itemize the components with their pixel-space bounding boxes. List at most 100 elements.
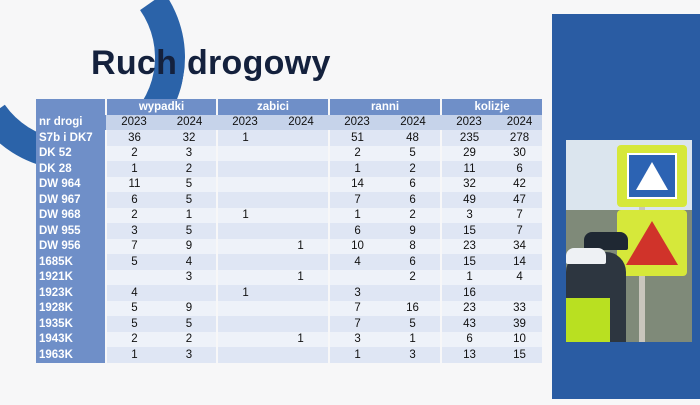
value-cell: 3 xyxy=(162,145,218,161)
value-cell xyxy=(105,269,162,285)
value-cell xyxy=(273,254,330,270)
road-name-cell: 1943K xyxy=(36,331,106,347)
road-name-cell: DK 28 xyxy=(36,161,106,177)
value-cell: 36 xyxy=(105,130,162,146)
value-cell: 3 xyxy=(162,347,218,363)
value-cell: 6 xyxy=(440,331,498,347)
children-warning-sign-icon xyxy=(617,210,687,276)
value-cell xyxy=(216,223,274,239)
value-cell: 278 xyxy=(497,130,543,146)
value-cell: 43 xyxy=(440,316,498,332)
table-row: DW 968 2 1 1 1 2 3 7 xyxy=(36,207,543,223)
road-name-cell: S7b i DK7 xyxy=(36,130,106,146)
value-cell: 235 xyxy=(440,130,498,146)
value-cell: 29 xyxy=(440,145,498,161)
value-cell: 5 xyxy=(162,176,218,192)
value-cell: 15 xyxy=(440,223,498,239)
value-cell xyxy=(273,347,330,363)
value-cell: 2 xyxy=(162,331,218,347)
value-cell: 7 xyxy=(105,238,162,254)
value-cell: 32 xyxy=(440,176,498,192)
table-row: 1928K 5 9 7 16 23 33 xyxy=(36,300,543,316)
row-header-label: nr drogi xyxy=(36,114,106,130)
value-cell: 1 xyxy=(162,207,218,223)
value-cell: 7 xyxy=(328,192,386,208)
traffic-table: wypadki zabici ranni kolizje nr drogi 20… xyxy=(36,99,543,363)
value-cell xyxy=(273,161,330,177)
road-name-cell: DK 52 xyxy=(36,145,106,161)
value-cell xyxy=(273,207,330,223)
table-row: DK 52 2 3 2 5 29 30 xyxy=(36,145,543,161)
value-cell: 33 xyxy=(497,300,543,316)
table-row: 1685K 5 4 4 6 15 14 xyxy=(36,254,543,270)
value-cell: 10 xyxy=(497,331,543,347)
road-name-cell: DW 964 xyxy=(36,176,106,192)
value-cell: 15 xyxy=(497,347,543,363)
road-name-cell: 1928K xyxy=(36,300,106,316)
value-cell: 48 xyxy=(385,130,442,146)
value-cell: 23 xyxy=(440,238,498,254)
value-cell: 1 xyxy=(216,130,274,146)
value-cell: 5 xyxy=(385,316,442,332)
value-cell: 1 xyxy=(105,161,162,177)
value-cell xyxy=(216,145,274,161)
group-ranni: ranni xyxy=(328,99,442,115)
value-cell: 2 xyxy=(385,269,442,285)
value-cell: 7 xyxy=(497,207,543,223)
value-cell: 9 xyxy=(162,300,218,316)
value-cell xyxy=(216,347,274,363)
value-cell xyxy=(216,331,274,347)
value-cell: 49 xyxy=(440,192,498,208)
value-cell: 23 xyxy=(440,300,498,316)
group-kolizje: kolizje xyxy=(440,99,543,115)
value-cell: 6 xyxy=(328,223,386,239)
value-cell xyxy=(216,192,274,208)
year-header: 2024 xyxy=(385,114,442,130)
table-row: DW 956 7 9 1 10 8 23 34 xyxy=(36,238,543,254)
year-header: 2023 xyxy=(217,114,274,130)
value-cell: 9 xyxy=(385,223,442,239)
value-cell: 51 xyxy=(328,130,386,146)
value-cell: 5 xyxy=(162,223,218,239)
value-cell: 3 xyxy=(105,223,162,239)
value-cell: 11 xyxy=(440,161,498,177)
value-cell: 16 xyxy=(385,300,442,316)
road-name-cell: 1921K xyxy=(36,269,106,285)
group-zabici: zabici xyxy=(216,99,330,115)
value-cell: 2 xyxy=(105,145,162,161)
road-name-cell: 1963K xyxy=(36,347,106,363)
table-row: S7b i DK7 36 32 1 51 48 235 278 xyxy=(36,130,543,146)
table-row: DW 955 3 5 6 9 15 7 xyxy=(36,223,543,239)
value-cell: 5 xyxy=(105,300,162,316)
value-cell: 5 xyxy=(162,316,218,332)
value-cell: 2 xyxy=(385,207,442,223)
table-row: DW 967 6 5 7 6 49 47 xyxy=(36,192,543,208)
road-name-cell: 1923K xyxy=(36,285,106,301)
pedestrian-crossing-sign-icon xyxy=(617,145,687,207)
value-cell: 30 xyxy=(497,145,543,161)
value-cell xyxy=(216,254,274,270)
value-cell: 2 xyxy=(105,207,162,223)
value-cell: 14 xyxy=(497,254,543,270)
value-cell xyxy=(328,269,386,285)
value-cell: 9 xyxy=(162,238,218,254)
value-cell: 5 xyxy=(162,192,218,208)
table-row: 1935K 5 5 7 5 43 39 xyxy=(36,316,543,332)
corner-cell xyxy=(36,99,106,115)
value-cell xyxy=(216,238,274,254)
road-name-cell: DW 956 xyxy=(36,238,106,254)
value-cell: 14 xyxy=(328,176,386,192)
value-cell: 39 xyxy=(497,316,543,332)
value-cell: 4 xyxy=(162,254,218,270)
year-header: 2023 xyxy=(106,114,162,130)
value-cell: 1 xyxy=(216,207,274,223)
value-cell xyxy=(216,316,274,332)
road-name-cell: DW 955 xyxy=(36,223,106,239)
value-cell xyxy=(385,285,442,301)
value-cell: 3 xyxy=(162,269,218,285)
page-title: Ruch drogowy xyxy=(91,44,331,82)
value-cell xyxy=(216,300,274,316)
value-cell: 8 xyxy=(385,238,442,254)
road-name-cell: 1685K xyxy=(36,254,106,270)
